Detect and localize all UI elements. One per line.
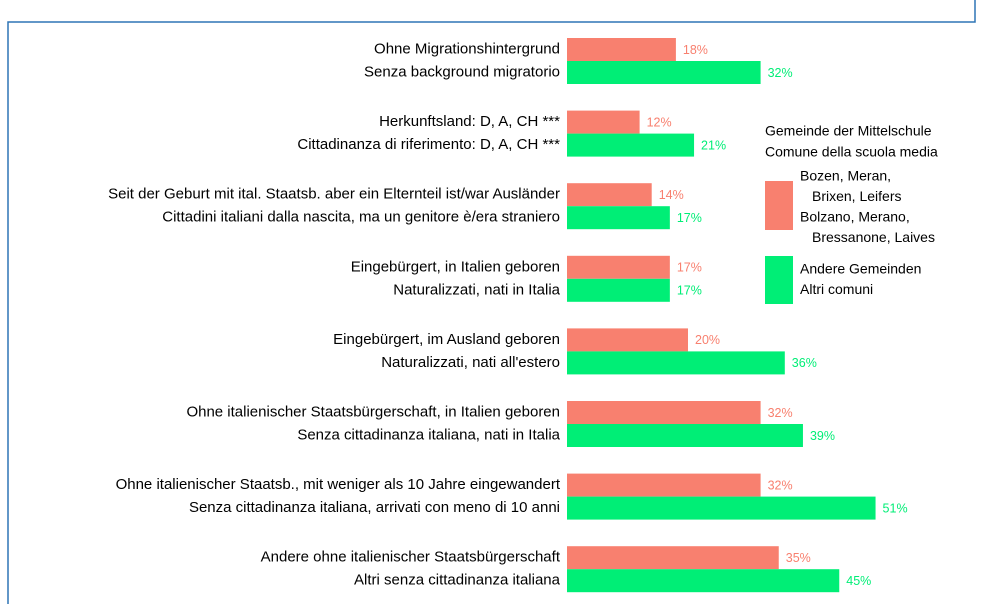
bar [567, 61, 761, 84]
bar [567, 110, 640, 134]
category-label: Cittadini italiani dalla nascita, ma un … [162, 209, 560, 226]
legend-swatch [765, 256, 793, 304]
legend-label: Brixen, Leifers [812, 188, 901, 204]
value-label: 17% [677, 284, 702, 298]
category-label: Ohne italienischer Staatsbürgerschaft, i… [186, 403, 560, 420]
bar [567, 38, 676, 61]
category-label: Senza cittadinanza italiana, arrivati co… [189, 499, 560, 516]
value-label: 18% [683, 43, 708, 57]
category-label: Herkunftsland: D, A, CH *** [379, 113, 560, 130]
bar [567, 496, 876, 520]
legend-label: Bozen, Meran, [800, 168, 891, 184]
bar [567, 328, 688, 352]
bar [567, 401, 761, 424]
bar [567, 206, 670, 230]
bar [567, 424, 803, 447]
value-label: 32% [768, 478, 793, 492]
category-label: Seit der Geburt mit ital. Staatsb. aber … [108, 186, 560, 203]
bar [567, 546, 779, 570]
frame [7, 0, 976, 604]
bar [567, 351, 785, 375]
category-label: Eingebürgert, in Italien geboren [351, 258, 560, 275]
value-label: 51% [883, 501, 908, 515]
bar [567, 183, 652, 207]
value-label: 17% [677, 261, 702, 275]
value-label: 45% [846, 574, 871, 588]
bar [567, 569, 840, 593]
legend-title: Comune della scuola media [765, 144, 938, 160]
value-label: 20% [695, 333, 720, 347]
value-label: 32% [768, 406, 793, 420]
legend-label: Bressanone, Laives [812, 229, 935, 245]
bar [567, 278, 670, 302]
value-label: 36% [792, 356, 817, 370]
value-label: 17% [677, 211, 702, 225]
value-label: 21% [701, 138, 726, 152]
value-label: 32% [768, 66, 793, 80]
legend-swatch [765, 181, 793, 230]
bar [567, 473, 761, 497]
category-label: Andere ohne italienischer Staatsbürgersc… [261, 549, 561, 566]
category-label: Altri senza cittadinanza italiana [354, 572, 561, 589]
category-label: Cittadinanza di riferimento: D, A, CH **… [297, 136, 560, 153]
value-label: 14% [659, 188, 684, 202]
category-label: Ohne italienischer Staatsb., mit weniger… [116, 476, 561, 493]
bar [567, 255, 670, 279]
category-label: Senza cittadinanza italiana, nati in Ita… [297, 426, 560, 443]
bar [567, 133, 695, 157]
legend-title: Gemeinde der Mittelschule [765, 123, 932, 139]
legend-label: Bolzano, Merano, [800, 209, 910, 225]
category-label: Naturalizzati, nati in Italia [393, 281, 560, 298]
category-label: Eingebürgert, im Ausland geboren [333, 331, 560, 348]
legend-label: Altri comuni [800, 281, 873, 297]
value-label: 12% [647, 115, 672, 129]
category-label: Ohne Migrationshintergrund [374, 40, 560, 57]
value-label: 39% [810, 429, 835, 443]
category-label: Naturalizzati, nati all'estero [381, 354, 560, 371]
legend-label: Andere Gemeinden [800, 261, 921, 277]
category-label: Senza background migratorio [364, 63, 560, 80]
value-label: 35% [786, 551, 811, 565]
